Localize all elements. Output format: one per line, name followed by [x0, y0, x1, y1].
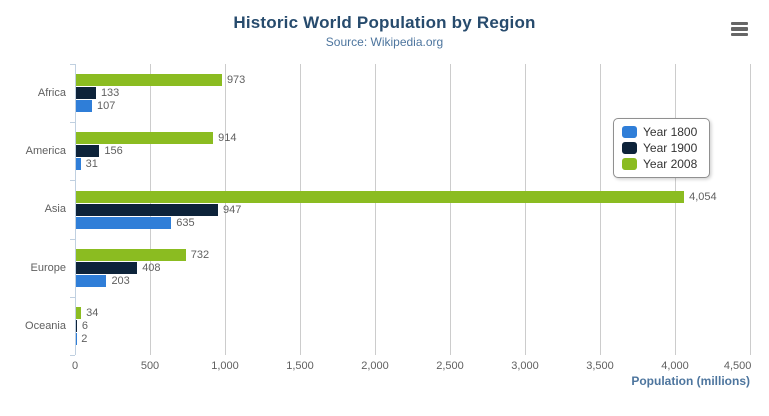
bar-asia-year-1800[interactable] — [76, 216, 172, 229]
y-axis-tick — [70, 122, 75, 123]
hamburger-menu-icon — [731, 32, 748, 37]
y-axis-tick — [70, 239, 75, 240]
category-label: Asia — [44, 203, 66, 216]
x-axis-tick-label: 4,500 — [723, 360, 752, 372]
x-axis-tick-label: 2,000 — [361, 360, 389, 372]
chart-title: Historic World Population by Region — [233, 13, 536, 32]
legend-swatch-icon — [622, 126, 637, 138]
legend-label: Year 2008 — [643, 157, 698, 171]
bar-europe-year-2008[interactable] — [76, 248, 186, 261]
x-axis-tick-label: 3,500 — [586, 360, 614, 372]
category-label: Africa — [37, 87, 66, 100]
category-label: Europe — [30, 261, 66, 274]
grid-line — [675, 64, 676, 355]
bar-value-label: 156 — [104, 145, 123, 158]
bar-value-label: 635 — [176, 216, 195, 229]
grid-line — [750, 64, 751, 355]
x-axis-tick-label: 2,500 — [436, 360, 464, 372]
y-axis-tick — [70, 64, 75, 65]
bar-africa-year-1800[interactable] — [76, 100, 93, 113]
bar-oceania-year-2008[interactable] — [76, 306, 82, 319]
legend-label: Year 1800 — [643, 125, 698, 139]
bar-value-label: 914 — [218, 132, 237, 145]
x-axis-tick-label: 4,000 — [661, 360, 689, 372]
bar-value-label: 6 — [81, 319, 89, 332]
bar-value-label: 133 — [100, 87, 120, 100]
bar-oceania-year-1900[interactable] — [76, 319, 77, 332]
hamburger-menu-icon — [731, 27, 748, 31]
chart-subtitle: Source: Wikipedia.org — [325, 35, 444, 49]
grid-line — [525, 64, 526, 355]
bar-value-label: 947 — [223, 203, 242, 216]
legend-label: Year 1900 — [643, 141, 698, 155]
bar-europe-year-1900[interactable] — [76, 261, 138, 274]
legend-item-year-1900[interactable]: Year 1900 — [622, 141, 697, 155]
y-axis-tick — [70, 180, 75, 181]
legend-item-year-1800[interactable]: Year 1800 — [622, 125, 697, 139]
bar-value-label: 973 — [226, 74, 246, 87]
x-axis-tick-label: 1,500 — [286, 360, 314, 372]
grid-line — [600, 64, 601, 355]
x-axis-tick-label: 3,000 — [511, 360, 539, 372]
category-label: Oceania — [25, 319, 66, 332]
grid-line — [375, 64, 376, 355]
bar-value-label: 31 — [85, 158, 98, 171]
x-axis-tick-label: 1,000 — [211, 360, 239, 372]
bar-value-label: 732 — [190, 248, 210, 261]
x-axis-title: Population (millions) — [631, 374, 750, 388]
grid-line — [225, 64, 226, 355]
grid-line — [450, 64, 451, 355]
x-axis-tick-label: 500 — [140, 360, 160, 372]
legend-swatch-icon — [622, 158, 637, 170]
grid-line — [300, 64, 301, 355]
bar-america-year-1900[interactable] — [76, 145, 100, 158]
x-axis-tick-label: 0 — [71, 360, 79, 372]
bar-value-label: 34 — [86, 306, 99, 319]
category-label: America — [25, 145, 66, 158]
bar-europe-year-1800[interactable] — [76, 274, 107, 287]
legend: Year 1800 Year 1900 Year 2008 — [613, 118, 711, 178]
bar-value-label: 4,054 — [689, 190, 717, 203]
bar-africa-year-1900[interactable] — [76, 87, 96, 100]
y-axis-tick — [70, 297, 75, 298]
bar-asia-year-1900[interactable] — [76, 203, 219, 216]
legend-swatch-icon — [622, 142, 637, 154]
hamburger-menu-icon — [731, 21, 748, 26]
bar-value-label: 408 — [142, 261, 161, 274]
legend-item-year-2008[interactable]: Year 2008 — [622, 157, 697, 171]
bar-america-year-1800[interactable] — [76, 158, 81, 171]
bar-asia-year-2008[interactable] — [76, 190, 685, 203]
bar-africa-year-2008[interactable] — [76, 74, 222, 87]
bar-value-label: 2 — [81, 332, 88, 345]
bar-value-label: 203 — [111, 274, 130, 287]
bar-america-year-2008[interactable] — [76, 132, 214, 145]
bar-value-label: 107 — [97, 100, 116, 113]
y-axis-tick — [70, 355, 75, 356]
export-menu-button[interactable] — [727, 17, 753, 41]
